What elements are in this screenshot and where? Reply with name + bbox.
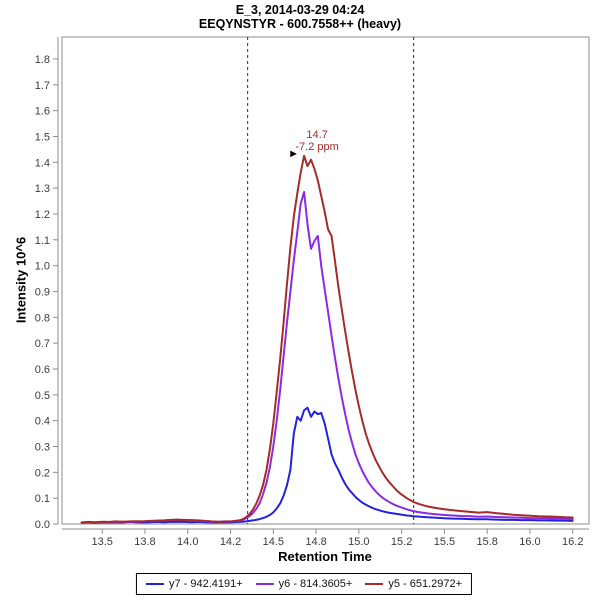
x-tick-label: 14.2: [220, 536, 241, 548]
graph-titles: E_3, 2014-03-29 04:24 EEQYNSTYR - 600.75…: [0, 3, 600, 31]
x-tick-label: 14.5: [263, 536, 284, 548]
y-tick-label: 1.3: [35, 183, 50, 195]
y-tick-label: 0.3: [35, 441, 50, 453]
y-tick-label: 1.6: [35, 106, 50, 118]
x-axis: 13.5 13.8 14.0 14.2 14.5 14.8 15.0 15.2 15.5 15.8…: [62, 528, 589, 548]
y-tick-label: 0.4: [35, 416, 50, 428]
y-axis-title: Intensity 10^6: [13, 236, 29, 324]
y-axis: 0.0 0.1 0.2 0.3 0.4 0.5 0.6 0.7 0.8 0.9 1.0 1.1 1.2 1…: [35, 37, 59, 531]
legend-line-sample-y7: [145, 583, 164, 585]
series-line-y6[interactable]: [80, 191, 574, 524]
peptide-precursor-title: EEQYNSTYR - 600.7558++ (heavy): [198, 17, 402, 31]
x-tick-label: 13.8: [134, 536, 155, 548]
peak-apex-arrow-icon: ►: [288, 147, 299, 160]
y-tick-label: 1.8: [35, 54, 50, 66]
legend-item-y5: y5 - 651.2972+: [365, 578, 462, 590]
y-tick-label: 1.2: [35, 209, 50, 221]
plot-frame: [61, 36, 590, 525]
y-tick-label: 0.8: [35, 312, 50, 324]
x-axis-title: Retention Time: [278, 549, 372, 564]
series-line-y7[interactable]: [80, 406, 574, 524]
y-tick-label: 0.5: [35, 390, 50, 402]
legend-label-y5: y5 - 651.2972+: [388, 578, 463, 590]
peak-rt-label: 14.7: [306, 128, 328, 141]
x-tick-label: 15.8: [476, 536, 497, 548]
y-tick-label: 0.9: [35, 286, 50, 298]
peak-ppm-label: -7.2 ppm: [295, 140, 339, 153]
legend-label-y7: y7 - 942.4191+: [168, 578, 243, 590]
y-tick-label: 0.1: [35, 493, 50, 505]
peak-annotation[interactable]: 14.7 -7.2 ppm: [295, 129, 338, 153]
series-line-y5[interactable]: [80, 154, 574, 524]
x-tick-label: 16.0: [519, 536, 540, 548]
x-tick-label: 15.5: [434, 536, 455, 548]
y-tick-label: 0.2: [35, 467, 50, 479]
y-tick-label: 1.0: [35, 261, 50, 273]
x-tick-label: 13.5: [91, 536, 112, 548]
legend-label-y6: y6 - 814.3605+: [278, 578, 353, 590]
x-tick-label: 14.8: [305, 536, 326, 548]
x-tick-label: 16.2: [562, 536, 583, 548]
x-tick-label: 15.2: [391, 536, 412, 548]
y-tick-label: 0.7: [35, 338, 50, 350]
legend: y7 - 942.4191+ y6 - 814.3605+ y5 - 651.2…: [135, 573, 473, 595]
legend-line-sample-y6: [255, 583, 274, 585]
replicate-title: E_3, 2014-03-29 04:24: [235, 3, 365, 17]
legend-item-y7: y7 - 942.4191+: [145, 578, 243, 590]
legend-line-sample-y5: [365, 583, 384, 585]
y-tick-label: 1.7: [35, 80, 50, 92]
legend-item-y6: y6 - 814.3605+: [255, 578, 353, 590]
y-tick-label: 1.5: [35, 131, 50, 143]
x-tick-label: 14.0: [177, 536, 198, 548]
y-tick-label: 0.0: [35, 519, 50, 531]
x-tick-label: 15.0: [348, 536, 369, 548]
y-tick-label: 1.1: [35, 235, 50, 247]
y-tick-label: 1.4: [35, 157, 50, 169]
y-tick-label: 0.6: [35, 364, 50, 376]
series-lines: [80, 154, 574, 524]
